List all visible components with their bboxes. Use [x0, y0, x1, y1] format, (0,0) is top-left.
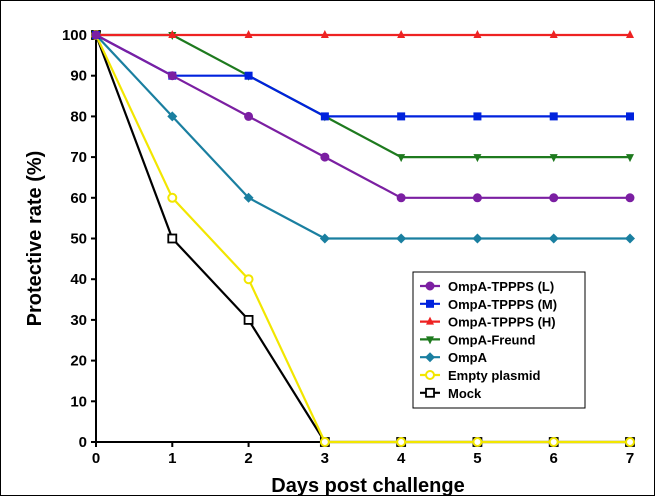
y-tick-label: 60: [70, 190, 87, 207]
series-line: [95, 34, 630, 199]
y-tick-label: 10: [70, 393, 87, 410]
y-tick-label: 30: [70, 312, 87, 329]
legend-swatch-marker: [426, 299, 434, 308]
legend-entry: OmpA-TPPPS (M): [420, 297, 557, 312]
data-point: [167, 111, 178, 122]
data-point: [319, 233, 330, 244]
legend-swatch-marker: [426, 316, 434, 325]
data-point: [167, 71, 177, 81]
data-point: [472, 437, 483, 447]
data-point: [243, 274, 254, 285]
series-line: [95, 34, 630, 118]
data-point: [397, 154, 406, 163]
y-tick-label: 80: [70, 108, 87, 125]
data-point: [549, 112, 558, 121]
data-point: [397, 112, 406, 121]
y-tick-label: 70: [70, 149, 87, 166]
data-point: [625, 233, 635, 244]
y-axis-ticks: 0 10 20 30 40 50 60 70 80 90 100: [62, 27, 96, 451]
data-point: [244, 30, 253, 38]
x-tick-label: 3: [321, 450, 329, 467]
series-4: [92, 32, 634, 163]
data-point: [397, 30, 406, 38]
data-point: [167, 192, 178, 203]
x-axis-title: Days post challenge: [271, 475, 464, 497]
x-tick-label: 7: [626, 450, 634, 467]
data-point: [626, 30, 634, 38]
y-tick-label: 0: [79, 434, 87, 451]
legend-entry: OmpA-TPPPS (L): [420, 279, 554, 294]
data-point: [319, 437, 330, 447]
legend-label: OmpA: [448, 350, 488, 365]
series-layer: [91, 30, 635, 447]
x-tick-label: 1: [168, 450, 176, 467]
legend-entry: Mock: [420, 386, 482, 401]
data-point: [243, 314, 254, 325]
x-tick-label: 6: [550, 450, 558, 467]
data-point: [396, 437, 407, 447]
y-tick-label: 100: [62, 27, 87, 44]
data-point: [626, 154, 634, 163]
data-point: [168, 30, 177, 38]
y-tick-label: 20: [70, 353, 87, 370]
legend-swatch-marker: [425, 352, 435, 363]
series-1: [91, 30, 635, 203]
legend-swatch-marker: [425, 370, 435, 380]
legend-label: OmpA-TPPPS (M): [448, 297, 557, 312]
x-tick-label: 5: [473, 450, 481, 467]
legend-swatch-marker: [426, 336, 434, 345]
data-point: [473, 112, 482, 121]
data-point: [396, 233, 407, 244]
data-point: [244, 71, 253, 80]
data-point: [244, 111, 254, 121]
legend-label: Empty plasmid: [448, 368, 541, 383]
x-tick-label: 0: [92, 450, 100, 467]
legend-label: OmpA-TPPPS (H): [448, 315, 556, 330]
y-axis-title: Protective rate (%): [24, 151, 46, 327]
data-point: [473, 154, 482, 163]
legend-swatch-marker: [425, 387, 435, 398]
x-tick-label: 2: [244, 450, 252, 467]
legend-box: [412, 271, 586, 409]
legend-entry: OmpA-Freund: [420, 332, 535, 347]
data-point: [625, 193, 635, 203]
x-tick-label: 4: [397, 450, 406, 467]
data-point: [320, 30, 329, 38]
data-point: [396, 193, 406, 203]
data-point: [548, 437, 559, 447]
series-3: [92, 30, 634, 38]
data-point: [625, 437, 635, 447]
legend-label: OmpA-Freund: [448, 332, 535, 347]
data-point: [548, 233, 559, 244]
legend-label: Mock: [448, 386, 482, 401]
data-point: [472, 233, 483, 244]
series-line: [95, 34, 630, 444]
legend-label: OmpA-TPPPS (L): [448, 279, 554, 294]
series-line: [96, 33, 630, 159]
y-tick-label: 90: [70, 68, 87, 85]
data-point: [549, 30, 558, 38]
series-line: [95, 34, 630, 240]
data-point: [626, 112, 634, 121]
legend-entry: OmpA-TPPPS (H): [420, 315, 556, 330]
data-point: [549, 154, 558, 163]
data-point: [473, 30, 482, 38]
legend-entry: OmpA: [420, 350, 488, 365]
y-tick-label: 50: [70, 231, 87, 248]
legend-entry: Empty plasmid: [420, 368, 541, 383]
data-point: [243, 192, 254, 203]
data-point: [472, 193, 482, 203]
data-point: [320, 112, 329, 121]
data-point: [320, 152, 330, 162]
legend-swatch-marker: [425, 281, 435, 291]
data-point: [549, 193, 559, 203]
data-point: [91, 30, 101, 40]
data-point: [167, 233, 178, 244]
legend: OmpA-TPPPS (L) OmpA-TPPPS (M) OmpA-TPPPS (…: [412, 271, 586, 409]
y-tick-label: 40: [70, 271, 87, 288]
